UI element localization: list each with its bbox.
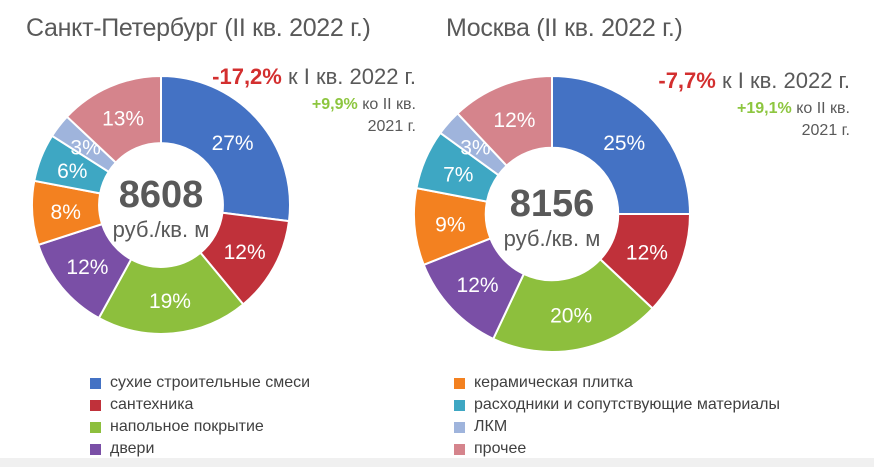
legend-label: расходники и сопутствующие материалы bbox=[474, 396, 781, 413]
legend-label: напольное покрытие bbox=[110, 418, 264, 435]
slice-label-msk-7: 12% bbox=[493, 109, 535, 132]
change-y-text2-msk: 2021 г. bbox=[801, 122, 850, 139]
slice-label-spb-4: 8% bbox=[51, 201, 81, 224]
slice-spb-2 bbox=[97, 251, 245, 335]
slice-label-msk-6: 3% bbox=[460, 136, 490, 159]
change-y-text2-spb: 2021 г. bbox=[367, 118, 416, 135]
legend-item: двери bbox=[90, 438, 154, 460]
legend-label: двери bbox=[110, 440, 155, 457]
slice-label-msk-2: 20% bbox=[550, 304, 592, 327]
legend-swatch bbox=[454, 443, 465, 455]
change-q-text-msk: к I кв. 2022 г. bbox=[721, 68, 850, 93]
slice-label-spb-1: 12% bbox=[224, 241, 266, 264]
legend-label: керамическая плитка bbox=[474, 374, 633, 391]
slice-label-msk-5: 7% bbox=[443, 163, 473, 186]
legend-swatch bbox=[90, 377, 101, 389]
center-value-spb: 8608 bbox=[119, 174, 204, 216]
change-block-spb: -17,2% к I кв. 2022 г. +9,9% ко II кв. 2… bbox=[212, 64, 416, 138]
change-q-value-msk: -7,7% bbox=[658, 68, 716, 93]
legend-swatch bbox=[454, 399, 465, 411]
slice-label-msk-1: 12% bbox=[626, 242, 668, 265]
slice-spb-7 bbox=[65, 74, 162, 165]
legend-item: прочее bbox=[454, 438, 526, 460]
legend-label: прочее bbox=[474, 440, 527, 457]
legend-swatch bbox=[90, 421, 101, 433]
change-q-value-spb: -17,2% bbox=[212, 64, 282, 89]
chart-title-spb: Санкт-Петербург (II кв. 2022 г.) bbox=[26, 14, 371, 42]
legend-swatch bbox=[454, 421, 465, 433]
legend-label: сантехника bbox=[110, 396, 194, 413]
change-y-value-spb: +9,9% bbox=[311, 96, 358, 113]
slice-label-spb-7: 13% bbox=[102, 107, 144, 130]
legend-item: сухие строительные смеси bbox=[90, 372, 310, 394]
legend-swatch bbox=[90, 399, 101, 411]
chart-title-msk: Москва (II кв. 2022 г.) bbox=[446, 14, 683, 42]
slice-msk-7 bbox=[456, 74, 553, 168]
change-block-msk: -7,7% к I кв. 2022 г. +19,1% ко II кв. 2… bbox=[658, 68, 850, 142]
center-unit-spb: руб./кв. м bbox=[113, 217, 210, 242]
slice-label-msk-4: 9% bbox=[435, 214, 465, 237]
legend: сухие строительные смеси сантехника наполь… bbox=[0, 372, 874, 467]
legend-item: расходники и сопутствующие материалы bbox=[454, 394, 780, 416]
slice-label-msk-3: 12% bbox=[457, 274, 499, 297]
legend-item: напольное покрытие bbox=[90, 416, 264, 438]
slice-spb-0 bbox=[160, 74, 291, 223]
legend-item: ЛКМ bbox=[454, 416, 507, 438]
center-unit-msk: руб./кв. м bbox=[504, 226, 601, 251]
slice-msk-2 bbox=[491, 257, 655, 353]
slice-label-spb-5: 6% bbox=[57, 160, 87, 183]
slice-label-spb-3: 12% bbox=[66, 256, 108, 279]
slice-label-spb-0: 27% bbox=[212, 132, 254, 155]
legend-label: ЛКМ bbox=[474, 418, 508, 435]
slice-label-msk-0: 25% bbox=[603, 132, 645, 155]
bottom-strip bbox=[0, 458, 874, 467]
legend-swatch bbox=[454, 377, 465, 389]
slice-msk-0 bbox=[551, 74, 692, 215]
legend-item: сантехника bbox=[90, 394, 193, 416]
legend-item: керамическая плитка bbox=[454, 372, 633, 394]
change-y-text-spb: ко II кв. bbox=[362, 96, 416, 113]
change-y-text-msk: ко II кв. bbox=[796, 100, 850, 117]
change-q-text-spb: к I кв. 2022 г. bbox=[287, 64, 416, 89]
center-value-msk: 8156 bbox=[510, 183, 595, 225]
legend-label: сухие строительные смеси bbox=[110, 374, 311, 391]
legend-swatch bbox=[90, 443, 101, 455]
change-y-value-msk: +19,1% bbox=[737, 100, 792, 117]
slice-label-spb-2: 19% bbox=[149, 290, 191, 313]
